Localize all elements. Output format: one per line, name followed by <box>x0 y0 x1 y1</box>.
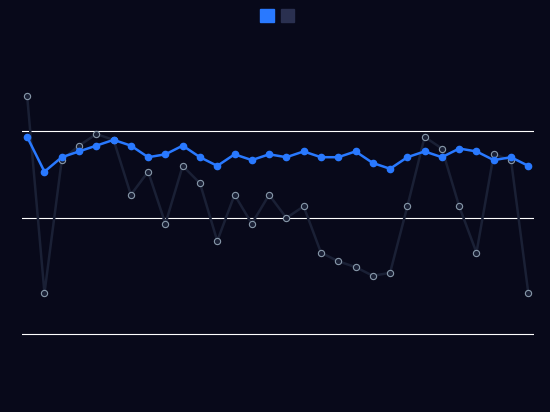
Legend: , : , <box>260 9 296 23</box>
